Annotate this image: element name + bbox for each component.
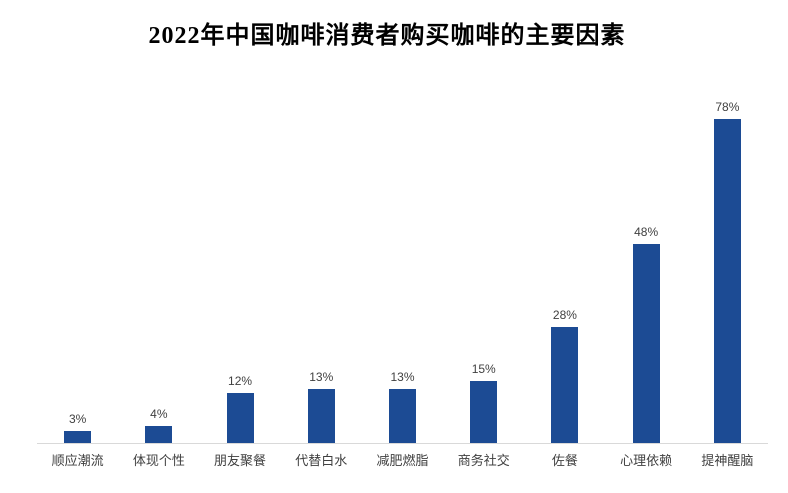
x-axis-tick-label: 体现个性	[132, 453, 185, 468]
bar	[64, 430, 92, 443]
bar	[470, 380, 498, 443]
x-axis-tick-label: 提神醒脑	[701, 453, 754, 468]
bar	[226, 393, 254, 443]
bar-group: 12%	[199, 90, 280, 443]
bar-group: 3%	[37, 90, 118, 443]
bar-group: 28%	[524, 90, 605, 443]
bar-value-label: 3%	[68, 411, 87, 426]
x-axis-tick-label: 减肥燃脂	[376, 453, 429, 468]
x-axis-line	[37, 443, 768, 444]
x-axis-labels: 顺应潮流 体现个性 朋友聚餐 代替白水 减肥燃脂 商务社交 佐餐 心理依赖 提神醒脑	[37, 450, 768, 469]
bar	[713, 119, 741, 443]
bar	[307, 389, 335, 443]
x-axis-tick-label: 代替白水	[295, 453, 348, 468]
bar-value-label: 78%	[715, 100, 740, 115]
bar-value-label: 12%	[228, 374, 253, 389]
bar-value-label: 28%	[552, 307, 577, 322]
plot-area: 3% 4% 12% 13% 13% 15% 28% 48% 78% 顺应潮流 体现个性 朋友聚餐 代替…	[37, 90, 768, 468]
bar-value-label: 48%	[634, 224, 659, 239]
bars-row: 3% 4% 12% 13% 13% 15% 28% 48% 78%	[37, 90, 768, 443]
bar-value-label: 15%	[471, 361, 496, 376]
x-axis-tick-label: 顺应潮流	[51, 453, 104, 468]
bar-value-label: 13%	[309, 370, 334, 385]
bar-value-label: 13%	[390, 370, 415, 385]
bar-group: 48%	[606, 90, 687, 443]
bar	[551, 326, 579, 443]
bar-group: 15%	[443, 90, 524, 443]
bar-group: 13%	[281, 90, 362, 443]
bar	[145, 426, 173, 443]
bar-value-label: 4%	[150, 407, 168, 422]
bar-group: 78%	[687, 90, 768, 443]
x-axis-tick-label: 佐餐	[551, 453, 578, 468]
x-axis-tick-label: 朋友聚餐	[214, 453, 267, 468]
chart-title: 2022年中国咖啡消费者购买咖啡的主要因素	[148, 23, 626, 49]
bar-group: 13%	[362, 90, 443, 443]
bar-group: 4%	[118, 90, 199, 443]
x-axis-tick-label: 商务社交	[457, 453, 510, 468]
bar	[388, 389, 416, 443]
bar	[632, 243, 660, 443]
x-axis-tick-label: 心理依赖	[620, 453, 673, 468]
